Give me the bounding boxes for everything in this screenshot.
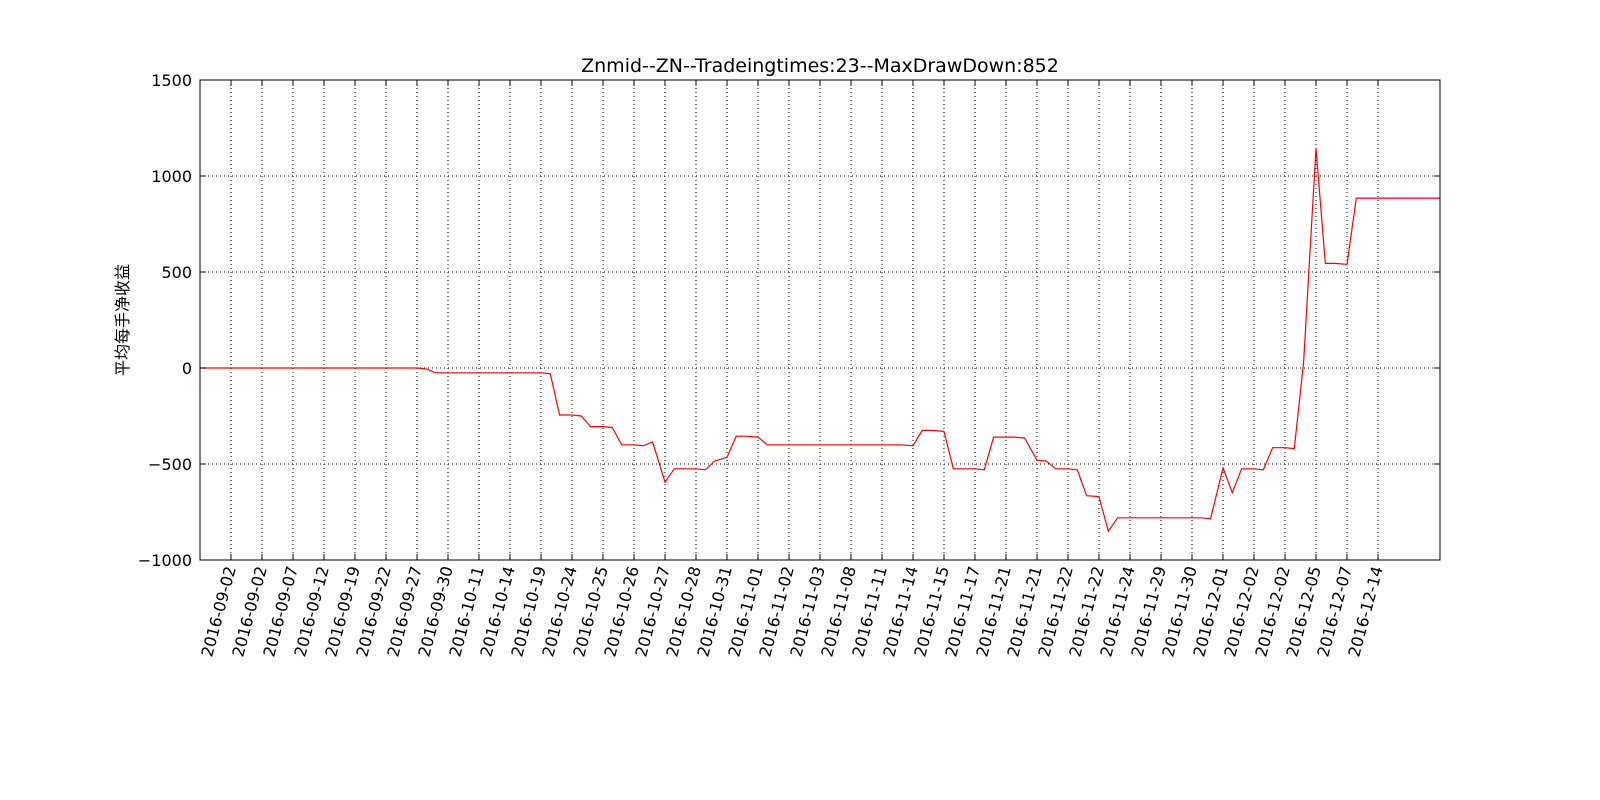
chart-title: Znmid--ZN--Tradeingtimes:23--MaxDrawDown… xyxy=(581,55,1059,77)
y-tick-label: 0 xyxy=(182,359,192,378)
y-tick-label: −500 xyxy=(148,455,192,474)
y-tick-label: 1500 xyxy=(151,71,192,90)
y-axis-label: 平均每手净收益 xyxy=(113,264,132,376)
grid-lines xyxy=(200,80,1441,560)
series-line xyxy=(200,148,1440,533)
y-tick-label: 500 xyxy=(161,263,192,282)
y-tick-label: 1000 xyxy=(151,167,192,186)
series-layer xyxy=(200,148,1440,533)
y-tick-label: −1000 xyxy=(138,551,192,570)
